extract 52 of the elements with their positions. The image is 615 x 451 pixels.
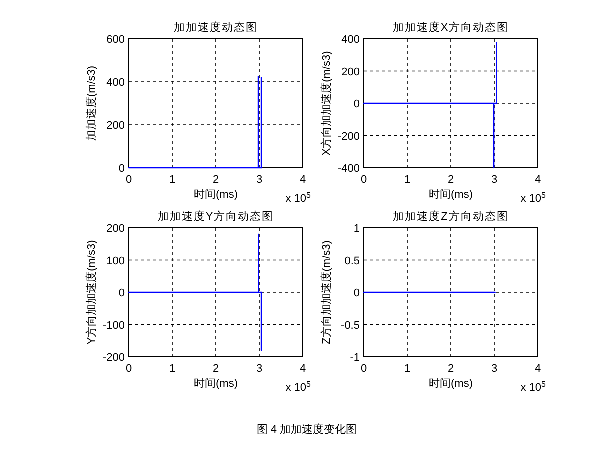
y-tick-label: 0 xyxy=(118,163,125,175)
text: x 10$^{5}$ xyxy=(286,380,312,394)
x-tick-label: 1 xyxy=(404,363,411,375)
chart-title: 加加速度动态图 xyxy=(174,21,258,34)
x-axis-title: 时间(ms) xyxy=(429,377,473,390)
y-tick-label: 0.5 xyxy=(344,255,360,268)
y-axis-title: Y方向加加速度(m/s3) xyxy=(85,240,98,345)
x-tick-label: 1 xyxy=(169,174,176,186)
y-tick-label: 0 xyxy=(354,288,360,300)
y-tick-label: -400 xyxy=(338,163,360,175)
x-tick-label: 3 xyxy=(491,174,498,186)
y-axis-title: 加加速度(m/s3) xyxy=(85,66,98,142)
x-axis-title: 时间(ms) xyxy=(429,188,473,201)
y-tick-label: -200 xyxy=(102,352,125,364)
x-tick-label: 1 xyxy=(404,174,411,186)
x-tick-label: 3 xyxy=(256,174,263,186)
chart-title: 加加速度Y方向动态图 xyxy=(158,210,274,223)
x-tick-label: 2 xyxy=(448,174,454,186)
y-tick-label: -100 xyxy=(102,320,125,332)
y-tick-label: 0 xyxy=(354,98,360,110)
text: x 10$^{5}$ xyxy=(520,380,547,394)
x-tick-label: 4 xyxy=(300,174,306,186)
y-tick-label: 200 xyxy=(106,120,125,132)
x-axis-title: 时间(ms) xyxy=(194,377,238,390)
y-tick-label: 600 xyxy=(106,34,125,46)
x-tick-label: 2 xyxy=(212,174,220,186)
y-tick-label: 200 xyxy=(342,66,360,78)
x-tick-label: 3 xyxy=(491,363,498,375)
y-tick-label: 400 xyxy=(106,77,125,89)
x-axis-title: 时间(ms) xyxy=(194,188,238,201)
y-axis-title: X方向加加速度(m/s3) xyxy=(320,51,333,156)
y-tick-label: -200 xyxy=(338,130,360,143)
caption: 图 4 加加速度变化图 xyxy=(256,423,358,436)
x-tick-label: 3 xyxy=(256,363,263,375)
x-tick-label: 4 xyxy=(534,363,542,375)
y-tick-label: -1 xyxy=(350,352,360,364)
chart-title: 加加速度X方向动态图 xyxy=(392,21,510,34)
x-tick-label: 1 xyxy=(169,363,176,375)
y-tick-label: 200 xyxy=(106,223,125,235)
x-tick-label: 4 xyxy=(300,363,306,375)
text: x 10$^{5}$ xyxy=(520,190,547,205)
y-axis-title: Z方向加加速度(m/s3) xyxy=(320,240,333,344)
y-tick-label: 100 xyxy=(106,255,125,268)
y-tick-label: 0 xyxy=(118,288,125,300)
chart-title: 加加速度Z方向动态图 xyxy=(393,210,509,223)
y-tick-label: 400 xyxy=(342,34,360,46)
text: x 10$^{5}$ xyxy=(286,190,312,205)
y-tick-label: 1 xyxy=(354,223,360,235)
y-tick-label: -0.5 xyxy=(341,320,360,332)
x-tick-label: 2 xyxy=(448,363,454,375)
x-tick-label: 4 xyxy=(534,174,542,186)
x-tick-label: 2 xyxy=(212,363,220,375)
